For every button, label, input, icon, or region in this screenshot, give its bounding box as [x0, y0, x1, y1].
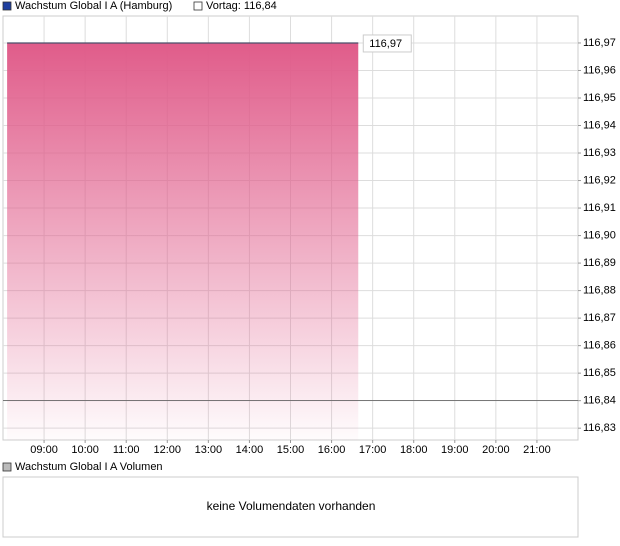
x-tick-label: 20:00	[482, 444, 510, 456]
y-tick-label: 116,92	[583, 174, 616, 186]
y-tick-label: 116,87	[583, 312, 616, 324]
area	[7, 42, 359, 441]
y-tick-label: 116,84	[583, 395, 616, 407]
y-tick-label: 116,91	[583, 202, 616, 214]
y-tick-label: 116,86	[583, 340, 616, 352]
y-tick-label: 116,88	[583, 285, 616, 297]
legend-swatch	[2, 1, 12, 11]
y-tick-label: 116,97	[583, 37, 616, 49]
legend-label: Vortag: 116,84	[206, 0, 277, 12]
x-tick-label: 17:00	[359, 444, 387, 456]
x-tick-label: 13:00	[195, 444, 223, 456]
value-label-box	[362, 34, 412, 53]
x-tick-label: 16:00	[318, 444, 346, 456]
legend-swatch	[2, 462, 12, 472]
x-tick-label: 10:00	[71, 444, 99, 456]
x-tick-label: 11:00	[113, 444, 140, 456]
y-tick-label: 116,89	[583, 257, 616, 269]
y-tick-label: 116,90	[583, 229, 616, 241]
volume-panel	[2, 476, 579, 538]
x-tick-label: 18:00	[400, 444, 428, 456]
x-tick-label: 19:00	[441, 444, 469, 456]
x-tick-label: 21:00	[523, 444, 551, 456]
y-tick-label: 116,85	[583, 367, 616, 379]
y-tick-label: 116,95	[583, 92, 616, 104]
volume-message: keine Volumendaten vorhanden	[207, 499, 376, 513]
volume-title: Wachstum Global I A Volumen	[15, 461, 163, 473]
y-tick-label: 116,96	[583, 64, 616, 76]
y-tick-label: 116,83	[583, 422, 616, 434]
x-tick-label: 15:00	[277, 444, 305, 456]
y-tick-label: 116,93	[583, 147, 616, 159]
legend-label: Wachstum Global I A (Hamburg)	[15, 0, 172, 12]
y-tick-label: 116,94	[583, 119, 616, 131]
value-label: 116,97	[369, 38, 402, 50]
legend-swatch	[193, 1, 203, 11]
x-tick-label: 09:00	[30, 444, 58, 456]
x-tick-label: 14:00	[236, 444, 264, 456]
x-tick-label: 12:00	[154, 444, 182, 456]
